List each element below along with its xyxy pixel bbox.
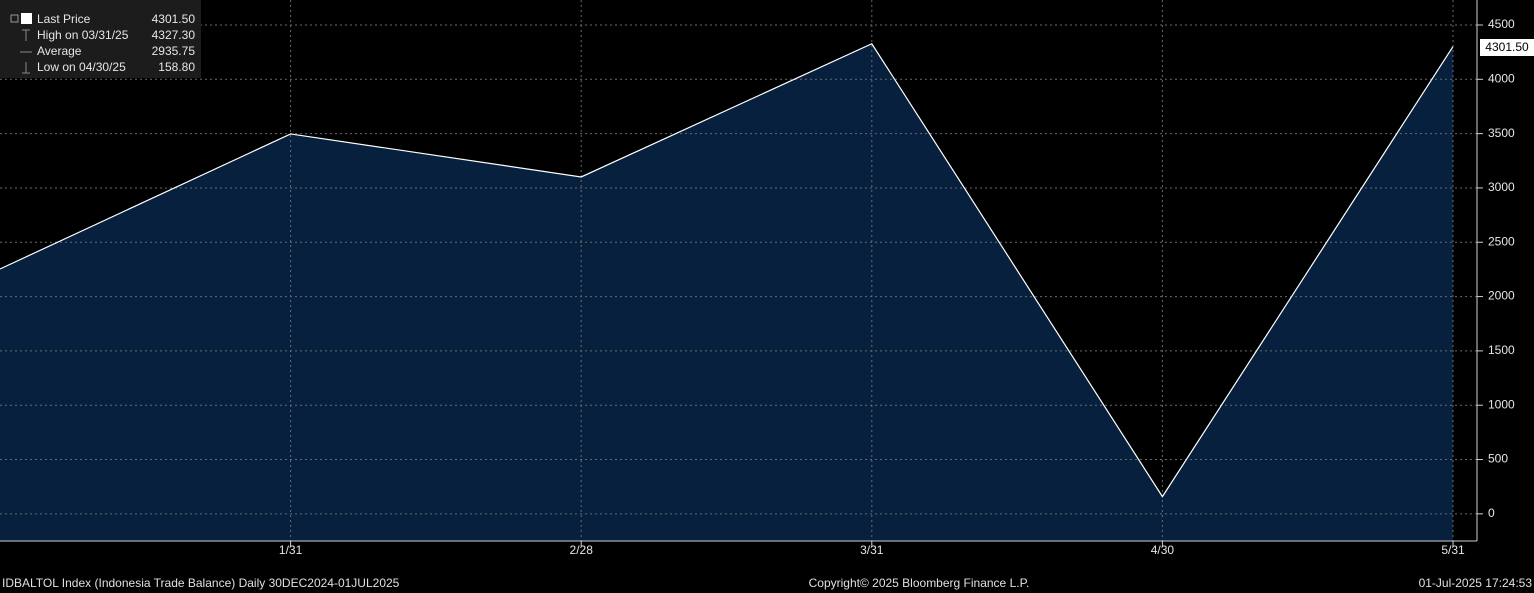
x-tick-label: 2/28 bbox=[570, 543, 594, 557]
legend-value: 4327.30 bbox=[152, 28, 196, 42]
legend-label: Last Price bbox=[37, 12, 91, 26]
y-tick-label: 4500 bbox=[1488, 17, 1515, 31]
legend-label: High on 03/31/25 bbox=[37, 28, 129, 42]
area bbox=[0, 43, 1453, 541]
y-tick-label: 0 bbox=[1488, 506, 1495, 520]
footer-left: IDBALTOL Index (Indonesia Trade Balance)… bbox=[2, 576, 400, 590]
y-tick-label: 2500 bbox=[1488, 234, 1515, 248]
y-tick-label: 4000 bbox=[1488, 71, 1515, 85]
y-tick-label: 1500 bbox=[1488, 343, 1515, 357]
y-tick-label: 2000 bbox=[1488, 289, 1515, 303]
footer-center: Copyright© 2025 Bloomberg Finance L.P. bbox=[809, 576, 1030, 590]
legend-toggle bbox=[10, 14, 19, 23]
x-tick-label: 1/31 bbox=[279, 543, 303, 557]
plot-area bbox=[0, 0, 1477, 541]
last-price-tag bbox=[1480, 39, 1534, 56]
y-tick-label: 1000 bbox=[1488, 397, 1515, 411]
y-tick-label: 500 bbox=[1488, 452, 1508, 466]
legend-box bbox=[0, 0, 201, 78]
footer-right: 01-Jul-2025 17:24:53 bbox=[1419, 576, 1533, 590]
line bbox=[0, 42, 1454, 498]
x-tick-label: 5/31 bbox=[1441, 543, 1465, 557]
legend-label: Low on 04/30/25 bbox=[37, 60, 126, 74]
x-tick-label: 4/30 bbox=[1151, 543, 1175, 557]
legend-icons bbox=[20, 29, 32, 74]
legend-value: 2935.75 bbox=[152, 44, 196, 58]
last-price-label: 4301.50 bbox=[1485, 40, 1529, 54]
legend-swatch bbox=[21, 13, 32, 24]
legend-label: Average bbox=[37, 44, 82, 58]
y-tick-label: 3500 bbox=[1488, 126, 1515, 140]
legend-value: 158.80 bbox=[158, 60, 195, 74]
y-tick-label: 3000 bbox=[1488, 180, 1515, 194]
legend-value: 4301.50 bbox=[152, 12, 196, 26]
legend-items: Last Price 4301.50 High on 03/31/25 4327.30… bbox=[37, 12, 195, 74]
x-tick-label: 3/31 bbox=[860, 543, 884, 557]
legend bbox=[0, 0, 201, 78]
